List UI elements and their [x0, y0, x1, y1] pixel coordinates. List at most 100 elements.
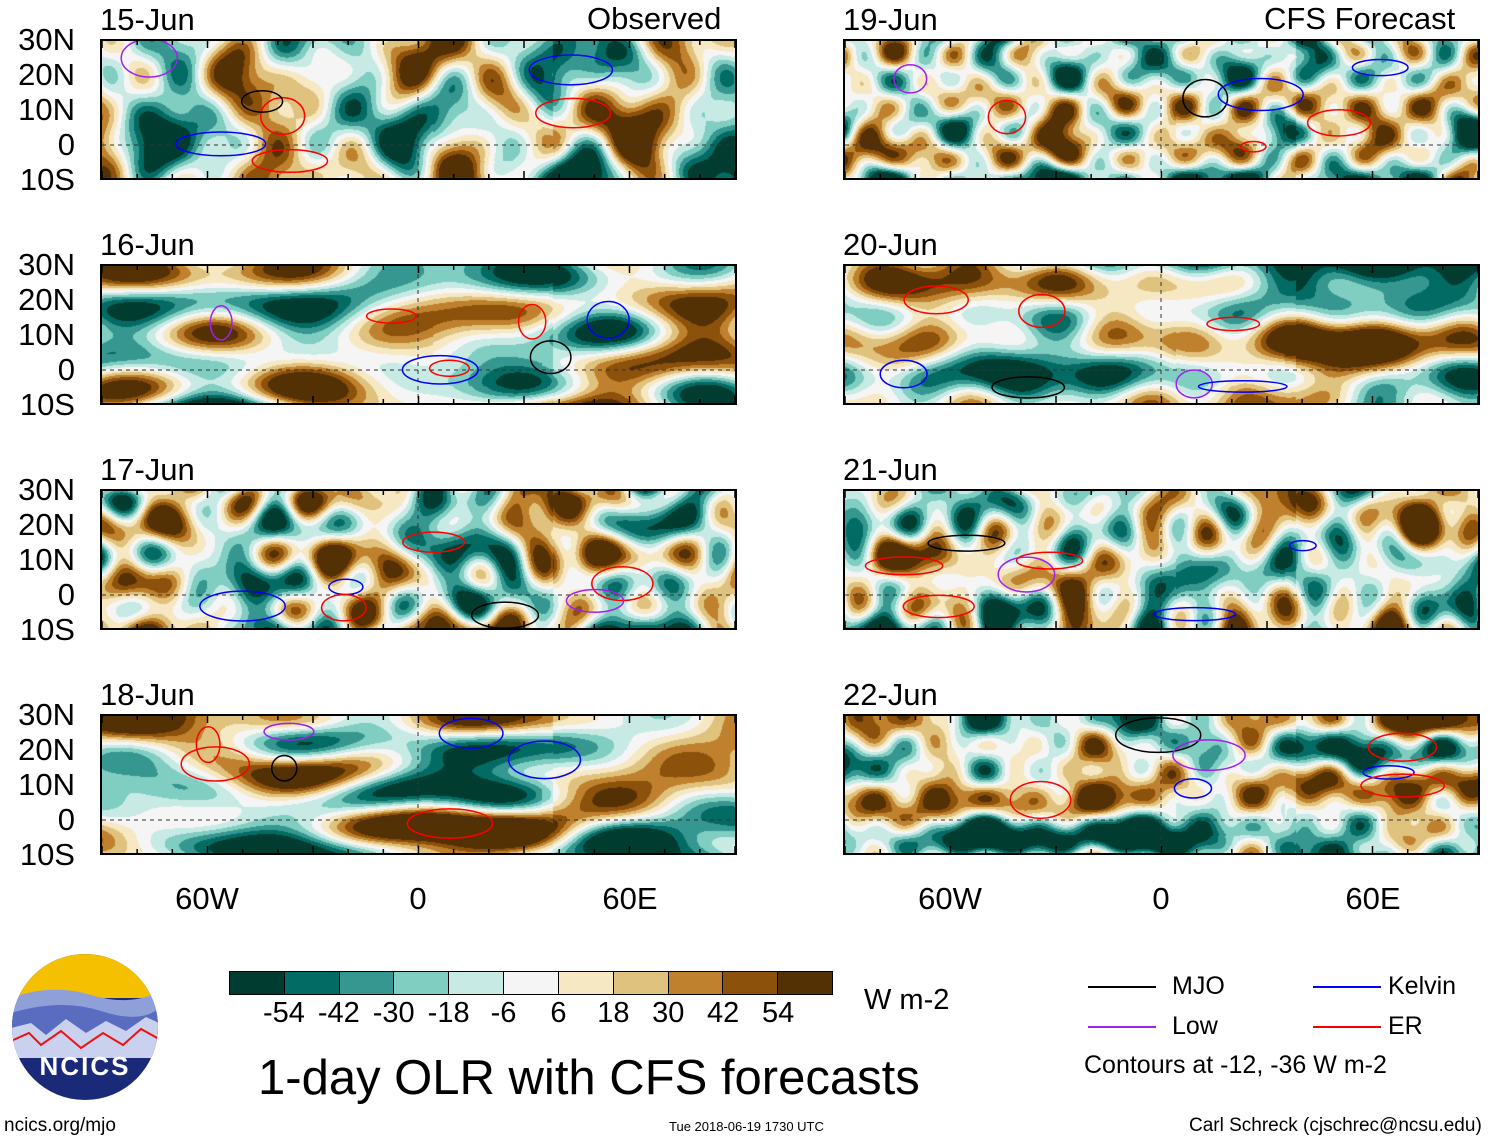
kelvin-contour: [879, 359, 928, 389]
panel-date: 15-Jun: [100, 2, 195, 37]
kelvin-contour: [1197, 380, 1288, 393]
er-contour: [902, 594, 975, 619]
low-contour: [1175, 369, 1214, 399]
kelvin-contour: [438, 717, 504, 749]
colorbar-swatch: [668, 972, 724, 994]
footer-author: Carl Schreck (cjschrec@ncsu.edu): [1189, 1115, 1482, 1136]
low-contour: [893, 64, 928, 94]
legend-line-kelvin: [1313, 986, 1381, 988]
er-contour: [1240, 140, 1267, 153]
er-contour: [517, 303, 547, 340]
colorbar-level-label: -6: [490, 997, 517, 1029]
legend-label-kelvin: Kelvin: [1388, 972, 1457, 1000]
olr-map-panel-15-Jun: [100, 39, 737, 180]
low-contour: [120, 41, 179, 78]
lat-label: 20N: [18, 282, 75, 317]
kelvin-contour: [586, 300, 630, 339]
kelvin-contour: [1173, 778, 1213, 799]
er-contour: [1018, 293, 1066, 329]
colorbar: [229, 971, 833, 995]
contour-note: Contours at -12, -36 W m-2: [1084, 1051, 1387, 1079]
lat-label: 10N: [18, 767, 75, 802]
lon-label-60w-right: 60W: [918, 881, 982, 916]
mjo-contour: [927, 534, 1006, 552]
kelvin-contour: [328, 578, 364, 596]
olr-map-panel-19-Jun: [843, 39, 1480, 180]
colorbar-level-label: 6: [550, 997, 567, 1029]
er-contour: [406, 808, 494, 839]
lon-label-60e-right: 60E: [1345, 881, 1401, 916]
lat-label: 10S: [19, 837, 75, 872]
er-contour: [864, 556, 944, 576]
forecast-header: CFS Forecast: [1264, 1, 1456, 36]
lat-label: 10N: [18, 92, 75, 127]
colorbar-level-label: -42: [317, 997, 360, 1029]
legend-label-low: Low: [1172, 1012, 1218, 1040]
panel-date: 18-Jun: [100, 677, 195, 712]
lat-label: 10N: [18, 317, 75, 352]
mjo-contour: [1182, 78, 1229, 118]
ncics-logo: NCICS: [11, 953, 159, 1101]
low-contour: [263, 722, 315, 741]
panel-date: 20-Jun: [843, 227, 938, 262]
lat-label: 10S: [19, 387, 75, 422]
olr-map-panel-17-Jun: [100, 489, 737, 630]
lat-label: 20N: [18, 507, 75, 542]
lon-label-0-left: 0: [409, 881, 427, 916]
olr-map-panel-16-Jun: [100, 264, 737, 405]
footer-timestamp: Tue 2018-06-19 1730 UTC: [669, 1119, 824, 1134]
er-contour: [259, 96, 306, 136]
lat-label: 0: [57, 352, 75, 387]
panel-date: 22-Jun: [843, 677, 938, 712]
mjo-contour: [1114, 716, 1202, 754]
colorbar-swatch: [394, 972, 450, 994]
colorbar-swatch: [504, 972, 559, 994]
er-contour: [180, 746, 251, 782]
figure-title: 1-day OLR with CFS forecasts: [258, 1051, 920, 1105]
map-overlay: [845, 41, 1478, 178]
map-overlay: [102, 716, 735, 853]
low-contour: [1172, 739, 1246, 772]
map-overlay: [102, 41, 735, 178]
colorbar-level-label: 30: [652, 997, 685, 1029]
low-contour: [209, 305, 233, 341]
er-contour: [903, 285, 970, 315]
colorbar-level-label: -30: [372, 997, 415, 1029]
kelvin-contour: [528, 54, 614, 86]
colorbar-swatch: [449, 972, 505, 994]
mjo-contour: [470, 601, 540, 628]
colorbar-swatch: [723, 972, 779, 994]
kelvin-contour: [175, 131, 267, 157]
er-contour: [987, 99, 1027, 135]
legend-line-mjo: [1088, 986, 1156, 988]
mjo-contour: [240, 89, 284, 113]
map-overlay: [845, 491, 1478, 628]
lat-label: 30N: [18, 472, 75, 507]
mjo-contour: [991, 376, 1066, 399]
lat-label: 30N: [18, 22, 75, 57]
olr-map-panel-18-Jun: [100, 714, 737, 855]
panel-date: 17-Jun: [100, 452, 195, 487]
er-contour: [1009, 780, 1072, 820]
legend-label-er: ER: [1388, 1012, 1423, 1040]
map-overlay: [102, 266, 735, 403]
colorbar-swatch: [778, 972, 832, 994]
er-contour: [1306, 109, 1372, 137]
er-contour: [1367, 732, 1438, 762]
er-contour: [1206, 316, 1261, 332]
er-contour: [535, 97, 612, 129]
er-contour: [195, 725, 221, 764]
footer-url[interactable]: ncics.org/mjo: [4, 1115, 116, 1136]
lat-label: 30N: [18, 247, 75, 282]
legend-line-er: [1313, 1026, 1381, 1028]
colorbar-swatch: [339, 972, 395, 994]
kelvin-contour: [1288, 539, 1317, 552]
er-contour: [402, 531, 465, 553]
kelvin-contour: [1153, 606, 1237, 622]
er-contour: [1015, 551, 1084, 570]
panel-date: 21-Jun: [843, 452, 938, 487]
er-contour: [320, 593, 367, 622]
colorbar-level-label: -54: [262, 997, 305, 1029]
kelvin-contour: [1351, 58, 1409, 77]
colorbar-level-label: 18: [597, 997, 630, 1029]
